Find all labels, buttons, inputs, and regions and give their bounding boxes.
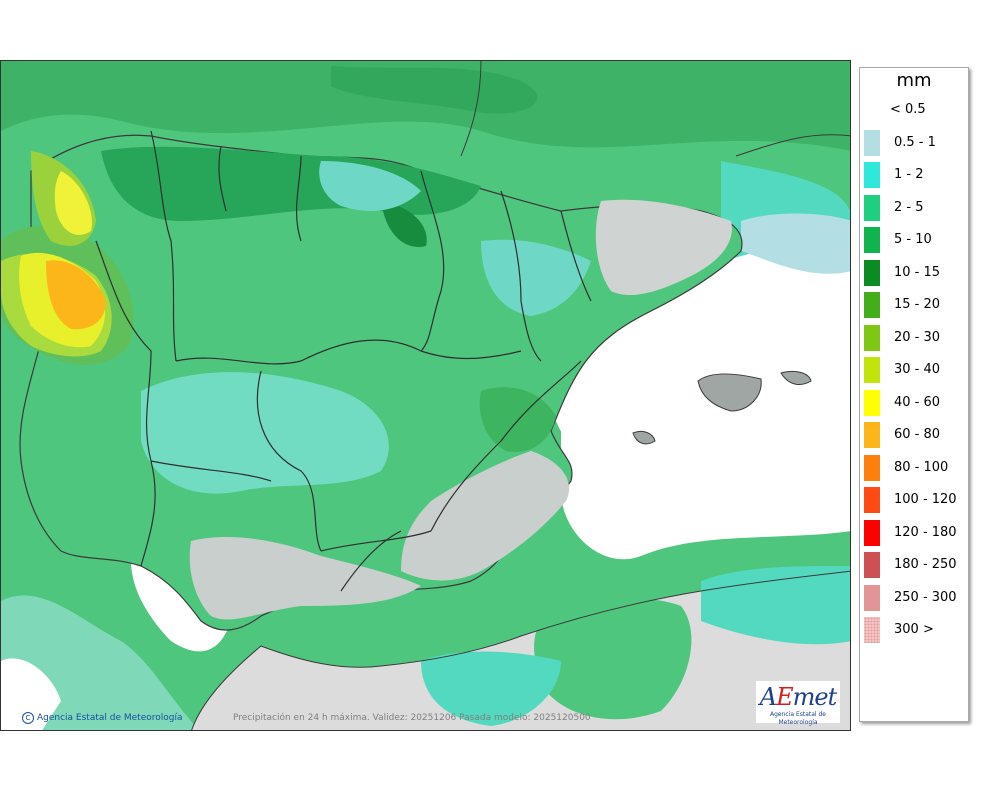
legend-item: 80 - 100 xyxy=(864,454,968,481)
legend-swatch xyxy=(864,324,880,351)
legend-label: 100 - 120 xyxy=(894,492,957,507)
map-caption: Precipitación en 24 h máxima. Validez: 2… xyxy=(233,713,591,723)
legend-swatch xyxy=(864,617,880,643)
legend-label: 180 - 250 xyxy=(894,557,957,572)
legend-swatch xyxy=(864,357,880,383)
legend-item: 10 - 15 xyxy=(864,259,968,286)
legend-item: 60 - 80 xyxy=(864,422,968,448)
map-graphic xyxy=(1,61,850,730)
logo-brand-rest: met xyxy=(792,683,838,711)
legend-item: 300 > xyxy=(864,617,968,643)
legend-label: 5 - 10 xyxy=(894,232,932,247)
precipitation-legend: mm < 0.5 0.5 - 1 1 - 2 2 - 5 5 - 10 10 - 15 15… xyxy=(859,67,969,722)
legend-swatch xyxy=(864,97,880,123)
legend-swatch xyxy=(864,584,880,611)
legend-swatch xyxy=(864,292,880,318)
legend-label: 20 - 30 xyxy=(894,329,941,345)
copyright-icon: C xyxy=(22,712,34,724)
legend-label: 10 - 15 xyxy=(894,264,941,280)
logo-brand-a: A xyxy=(759,683,777,711)
legend-swatch xyxy=(864,389,880,416)
legend-label: 30 - 40 xyxy=(894,362,941,377)
legend-item: 40 - 60 xyxy=(864,389,968,416)
agency-credit: C Agencia Estatal de Meteorología xyxy=(22,712,183,724)
legend-label: 15 - 20 xyxy=(894,297,941,312)
legend-item: 120 - 180 xyxy=(864,519,968,546)
legend-item: 5 - 10 xyxy=(864,227,968,253)
legend-label: 250 - 300 xyxy=(894,589,957,605)
logo-subtitle: Agencia Estatal de Meteorología xyxy=(769,711,826,726)
legend-swatch xyxy=(864,552,880,578)
legend-swatch xyxy=(864,162,880,188)
legend-swatch xyxy=(864,227,880,253)
legend-label: 1 - 2 xyxy=(894,167,924,182)
legend-swatch xyxy=(864,129,880,156)
legend-label: < 0.5 xyxy=(890,102,926,117)
legend-item: 1 - 2 xyxy=(864,162,968,188)
legend-item: 15 - 20 xyxy=(864,292,968,318)
legend-item: 20 - 30 xyxy=(864,324,968,351)
precipitation-map xyxy=(0,60,851,731)
legend-item: 30 - 40 xyxy=(864,357,968,383)
legend-item: 100 - 120 xyxy=(864,487,968,513)
legend-swatch xyxy=(864,422,880,448)
aemet-logo: AEmet Agencia Estatal de Meteorología xyxy=(755,680,841,726)
legend-swatch xyxy=(864,487,880,513)
legend-label: 80 - 100 xyxy=(894,459,949,475)
legend-label: 2 - 5 xyxy=(894,199,924,215)
legend-label: 300 > xyxy=(894,622,934,637)
legend-label: 40 - 60 xyxy=(894,394,941,410)
legend-item: < 0.5 xyxy=(864,97,968,123)
legend-item: 0.5 - 1 xyxy=(864,129,968,156)
legend-swatch xyxy=(864,519,880,546)
legend-label: 120 - 180 xyxy=(894,524,957,540)
legend-swatch xyxy=(864,259,880,286)
legend-item: 180 - 250 xyxy=(864,552,968,578)
legend-label: 0.5 - 1 xyxy=(894,134,936,150)
legend-item: 250 - 300 xyxy=(864,584,968,611)
legend-swatch xyxy=(864,454,880,481)
legend-swatch xyxy=(864,194,880,221)
legend-item: 2 - 5 xyxy=(864,194,968,221)
legend-unit: mm xyxy=(896,70,932,91)
logo-brand-e: E xyxy=(776,683,794,711)
agency-credit-label: Agencia Estatal de Meteorología xyxy=(37,713,183,723)
legend-label: 60 - 80 xyxy=(894,427,941,442)
